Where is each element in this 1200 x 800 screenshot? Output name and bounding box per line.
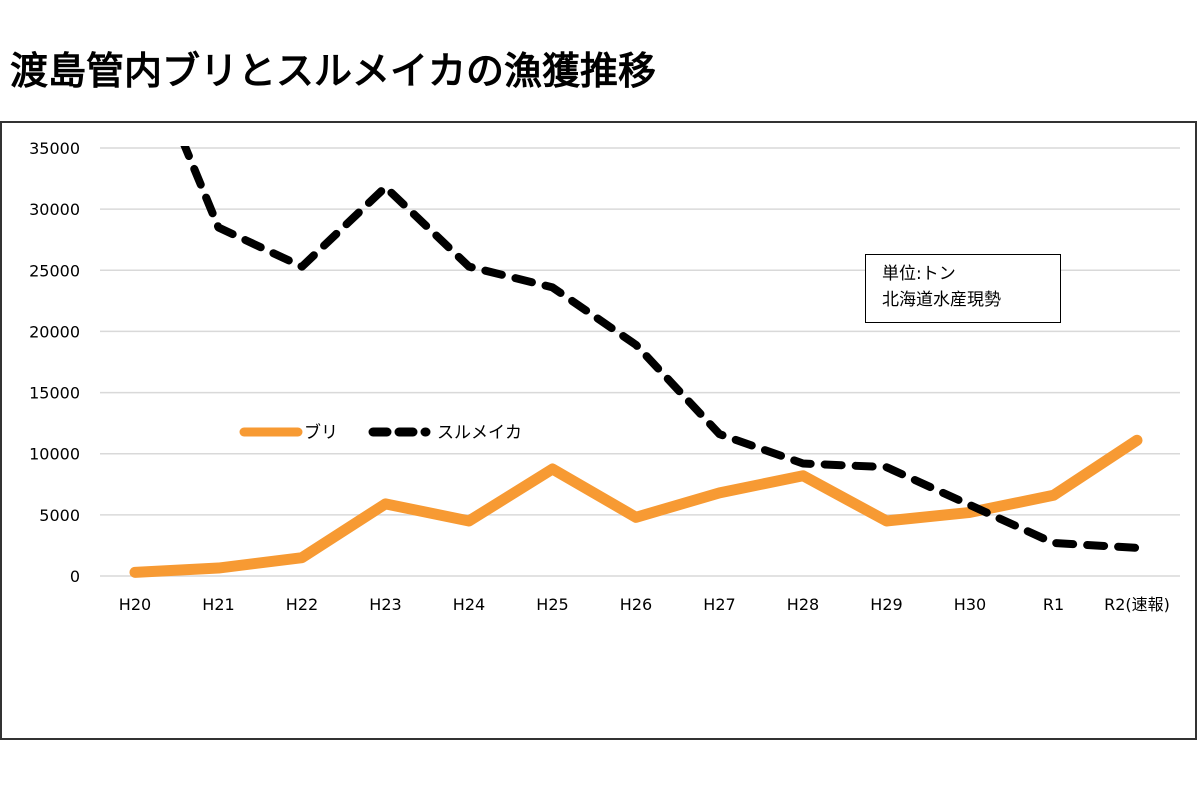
legend-label-surumeika: スルメイカ — [437, 423, 522, 443]
x-tick-label: H20 — [119, 595, 151, 614]
y-tick-label: 5000 — [39, 506, 80, 525]
y-tick-label: 25000 — [29, 261, 80, 280]
legend: ブリ スルメイカ — [239, 422, 522, 443]
x-tick-label: H28 — [787, 595, 819, 614]
x-axis-ticks: H20 H21 H22 H23 H24 H25 H26 H27 H28 H29 H30 R1 R2(速報… — [119, 595, 1170, 614]
chart-frame — [0, 121, 1197, 740]
series-line-surumeika — [180, 146, 1141, 552]
y-tick-label: 0 — [70, 567, 80, 586]
y-tick-label: 10000 — [29, 445, 80, 464]
x-tick-label: R2(速報) — [1104, 595, 1170, 614]
unit-label: 単位:トン — [882, 264, 956, 284]
x-tick-label: H27 — [703, 595, 735, 614]
series-lines — [129, 146, 1143, 578]
x-tick-label: H29 — [870, 595, 902, 614]
x-tick-label: H23 — [369, 595, 401, 614]
x-tick-label: H22 — [286, 595, 318, 614]
y-tick-label: 35000 — [29, 139, 80, 158]
x-tick-label: H26 — [620, 595, 652, 614]
page-title: 渡島管内ブリとスルメイカの漁獲推移 — [10, 49, 657, 93]
y-tick-label: 30000 — [29, 200, 80, 219]
x-tick-label: H30 — [954, 595, 986, 614]
x-tick-label: H24 — [453, 595, 485, 614]
x-tick-label: R1 — [1043, 595, 1064, 614]
legend-label-buri: ブリ — [304, 422, 338, 443]
y-tick-label: 15000 — [29, 384, 80, 403]
source-label: 北海道水産現勢 — [882, 290, 1001, 310]
y-tick-label: 20000 — [29, 322, 80, 341]
series-line-buri — [129, 434, 1143, 578]
x-tick-label: H21 — [202, 595, 234, 614]
unit-source-note: 単位:トン 北海道水産現勢 — [865, 254, 1061, 323]
y-axis-ticks: 0 5000 10000 15000 20000 25000 30000 35000 — [29, 139, 80, 586]
x-tick-label: H25 — [536, 595, 568, 614]
